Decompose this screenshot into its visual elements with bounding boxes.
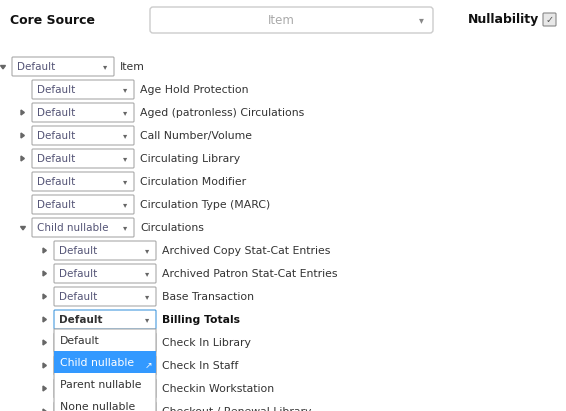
Text: Item: Item xyxy=(120,62,145,72)
Text: Billing Totals: Billing Totals xyxy=(162,315,240,325)
FancyBboxPatch shape xyxy=(32,218,134,237)
Polygon shape xyxy=(43,409,46,411)
FancyBboxPatch shape xyxy=(54,264,156,283)
Text: None nullable: None nullable xyxy=(60,402,135,411)
Text: Default: Default xyxy=(37,200,75,210)
FancyBboxPatch shape xyxy=(32,172,134,191)
Text: Parent nullable: Parent nullable xyxy=(60,379,142,390)
Text: Default: Default xyxy=(59,384,97,394)
Text: ▾: ▾ xyxy=(145,362,149,370)
Polygon shape xyxy=(43,248,46,253)
FancyBboxPatch shape xyxy=(543,13,556,26)
FancyBboxPatch shape xyxy=(54,351,156,373)
Text: ▾: ▾ xyxy=(123,109,127,118)
Text: ▾: ▾ xyxy=(103,62,107,72)
Text: Archived Copy Stat-Cat Entries: Archived Copy Stat-Cat Entries xyxy=(162,246,331,256)
Text: Default: Default xyxy=(59,361,97,371)
Text: Base Transaction: Base Transaction xyxy=(162,292,254,302)
Text: Default: Default xyxy=(59,292,97,302)
Text: Archived Patron Stat-Cat Entries: Archived Patron Stat-Cat Entries xyxy=(162,269,337,279)
Text: ▾: ▾ xyxy=(145,407,149,411)
FancyBboxPatch shape xyxy=(32,126,134,145)
Text: Child nullable: Child nullable xyxy=(60,358,134,367)
Text: Aged (patronless) Circulations: Aged (patronless) Circulations xyxy=(140,108,305,118)
Text: Age Hold Protection: Age Hold Protection xyxy=(140,85,248,95)
Text: ▾: ▾ xyxy=(123,178,127,187)
Text: Circulations: Circulations xyxy=(140,223,204,233)
FancyBboxPatch shape xyxy=(54,310,156,329)
Polygon shape xyxy=(1,65,6,69)
FancyBboxPatch shape xyxy=(32,103,134,122)
Text: Call Number/Volume: Call Number/Volume xyxy=(140,131,252,141)
FancyBboxPatch shape xyxy=(54,287,156,306)
FancyBboxPatch shape xyxy=(54,241,156,260)
Text: ▾: ▾ xyxy=(145,293,149,302)
Text: ✓: ✓ xyxy=(546,15,554,25)
Text: ↗: ↗ xyxy=(144,360,152,369)
Text: Child nullable: Child nullable xyxy=(37,223,109,233)
Text: Default: Default xyxy=(37,108,75,118)
FancyBboxPatch shape xyxy=(54,329,156,411)
Polygon shape xyxy=(43,386,46,391)
FancyBboxPatch shape xyxy=(32,80,134,99)
FancyBboxPatch shape xyxy=(12,57,114,76)
Text: Checkin Workstation: Checkin Workstation xyxy=(162,384,274,394)
Text: Core Source: Core Source xyxy=(10,14,95,26)
Text: Nullability: Nullability xyxy=(468,14,539,26)
FancyBboxPatch shape xyxy=(32,149,134,168)
Text: ▾: ▾ xyxy=(123,201,127,210)
Text: Default: Default xyxy=(60,335,100,346)
Polygon shape xyxy=(43,363,46,368)
FancyBboxPatch shape xyxy=(54,356,156,375)
FancyBboxPatch shape xyxy=(54,333,156,352)
Text: Default: Default xyxy=(37,177,75,187)
Polygon shape xyxy=(43,317,46,322)
Polygon shape xyxy=(43,294,46,299)
Text: ▾: ▾ xyxy=(145,270,149,279)
Text: Default: Default xyxy=(37,85,75,95)
Text: ▾: ▾ xyxy=(419,16,423,25)
Text: ▾: ▾ xyxy=(123,85,127,95)
Text: ▾: ▾ xyxy=(123,155,127,164)
Text: Check In Staff: Check In Staff xyxy=(162,361,238,371)
Text: ▾: ▾ xyxy=(145,247,149,256)
Polygon shape xyxy=(21,133,24,138)
FancyBboxPatch shape xyxy=(54,402,156,411)
Polygon shape xyxy=(43,340,46,345)
Text: Checkout / Renewal Library: Checkout / Renewal Library xyxy=(162,407,311,411)
Polygon shape xyxy=(20,226,25,230)
Text: ▾: ▾ xyxy=(145,316,149,325)
Text: Item: Item xyxy=(268,14,295,27)
Polygon shape xyxy=(21,110,24,115)
Text: Default: Default xyxy=(59,315,102,325)
FancyBboxPatch shape xyxy=(32,195,134,214)
Polygon shape xyxy=(21,156,24,161)
Text: ▾: ▾ xyxy=(145,339,149,347)
Text: ▾: ▾ xyxy=(145,385,149,393)
FancyBboxPatch shape xyxy=(150,7,433,33)
Text: Default: Default xyxy=(37,154,75,164)
Text: Default: Default xyxy=(59,407,97,411)
Text: Default: Default xyxy=(59,246,97,256)
Text: Default: Default xyxy=(17,62,55,72)
Text: Default: Default xyxy=(59,338,97,348)
Text: Circulating Library: Circulating Library xyxy=(140,154,240,164)
Text: Default: Default xyxy=(59,269,97,279)
FancyBboxPatch shape xyxy=(54,379,156,398)
Polygon shape xyxy=(43,271,46,276)
Text: ▾: ▾ xyxy=(123,224,127,233)
Text: ▾: ▾ xyxy=(123,132,127,141)
Text: Circulation Type (MARC): Circulation Type (MARC) xyxy=(140,200,270,210)
Text: Circulation Modifier: Circulation Modifier xyxy=(140,177,246,187)
Text: Check In Library: Check In Library xyxy=(162,338,251,348)
Text: Default: Default xyxy=(37,131,75,141)
